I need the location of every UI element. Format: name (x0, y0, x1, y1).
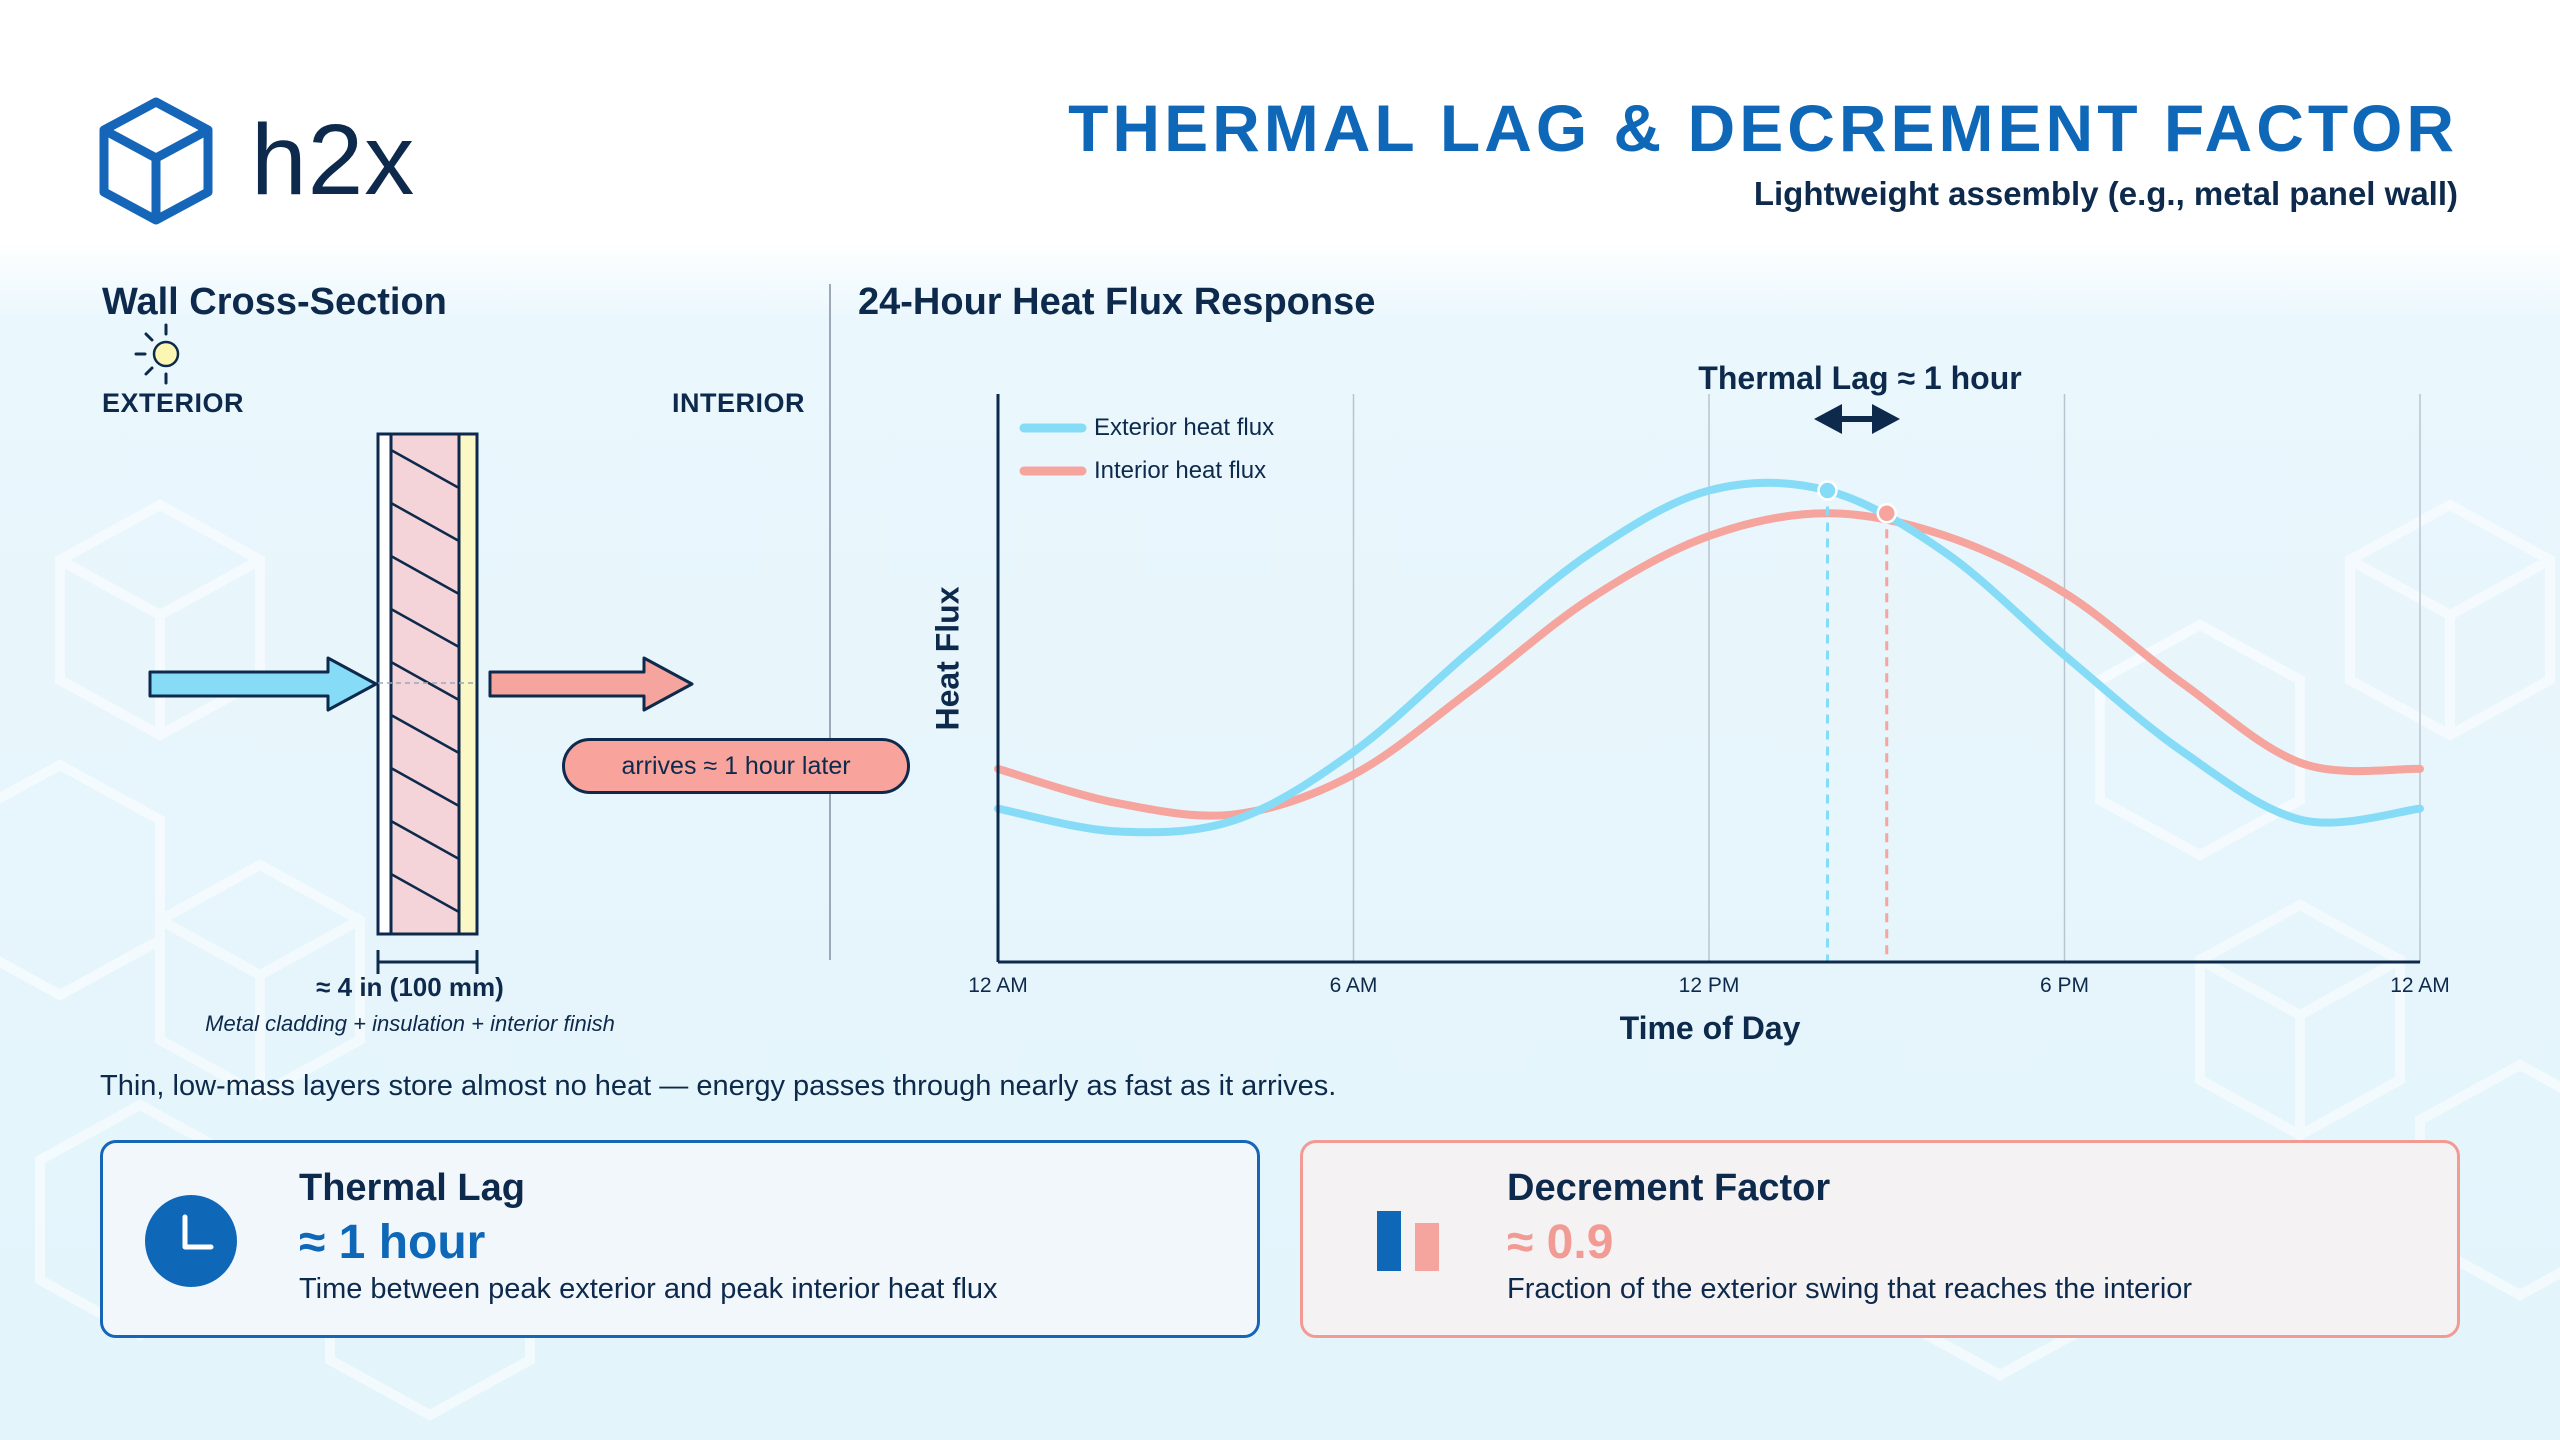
cube-logo-icon (99, 97, 213, 225)
wall-caption: Thin, low-mass layers store almost no he… (100, 1070, 1337, 1102)
thermal-lag-card: Thermal Lag ≈ 1 hour Time between peak e… (100, 1140, 1260, 1338)
wall-layers (376, 432, 479, 936)
thermal-lag-value: ≈ 1 hour (299, 1216, 486, 1269)
wall-section-title: Wall Cross-Section (102, 281, 447, 323)
legend-label-exterior: Exterior heat flux (1094, 414, 1275, 441)
chart-markers (1817, 480, 1897, 962)
y-axis-label: Heat Flux (929, 586, 966, 731)
heat-out-arrow-icon (488, 656, 694, 712)
decrement-factor-description: Fraction of the exterior swing that reac… (1507, 1273, 2193, 1305)
thermal-lag-title: Thermal Lag (299, 1167, 525, 1209)
chart-series (994, 478, 2424, 837)
decrement-factor-value: ≈ 0.9 (1507, 1216, 1614, 1269)
x-tick-label: 12 PM (1678, 974, 1740, 997)
arrival-note-badge: arrives ≈ 1 hour later (562, 738, 910, 794)
exterior-peak-marker (1817, 480, 1838, 501)
insulation-layer (389, 432, 461, 936)
layers-label: Metal cladding + insulation + interior f… (205, 1011, 615, 1036)
thickness-label: ≈ 4 in (100 mm) (316, 972, 504, 1002)
interior-finish-layer (457, 432, 479, 936)
x-axis-label: Time of Day (1619, 1010, 1801, 1046)
heat-in-arrow-icon (148, 656, 378, 712)
brand-name: h2x (251, 104, 416, 216)
interior-peak-marker (1876, 503, 1897, 524)
thickness-dimension (376, 950, 479, 974)
decrement-factor-card: Decrement Factor ≈ 0.9 Fraction of the e… (1300, 1140, 2460, 1338)
x-tick-label: 6 PM (2039, 974, 2089, 997)
sun-icon (134, 323, 180, 385)
brand-logo: h2x (96, 96, 536, 236)
lag-double-arrow-icon (1814, 404, 1900, 434)
decrement-factor-title: Decrement Factor (1507, 1167, 1831, 1209)
x-tick-label: 12 AM (2390, 974, 2450, 997)
clock-icon (145, 1195, 237, 1287)
x-tick-label: 12 AM (968, 974, 1028, 997)
page-subtitle: Lightweight assembly (e.g., metal panel … (1753, 175, 2458, 212)
thermal-lag-annotation: Thermal Lag ≈ 1 hour (1698, 360, 2022, 396)
legend-label-interior: Interior heat flux (1094, 457, 1267, 484)
bar-comparison-icon (1377, 1211, 1439, 1271)
x-tick-label: 6 AM (1329, 974, 1378, 997)
exterior-label: EXTERIOR (102, 388, 245, 418)
interior-label: INTERIOR (672, 388, 806, 418)
chart-section-title: 24-Hour Heat Flux Response (858, 281, 1376, 323)
thermal-lag-description: Time between peak exterior and peak inte… (299, 1273, 998, 1305)
interior-flux-line (994, 509, 2424, 820)
page-title: THERMAL LAG & DECREMENT FACTOR (1068, 91, 2458, 165)
exterior-flux-line (994, 478, 2424, 837)
